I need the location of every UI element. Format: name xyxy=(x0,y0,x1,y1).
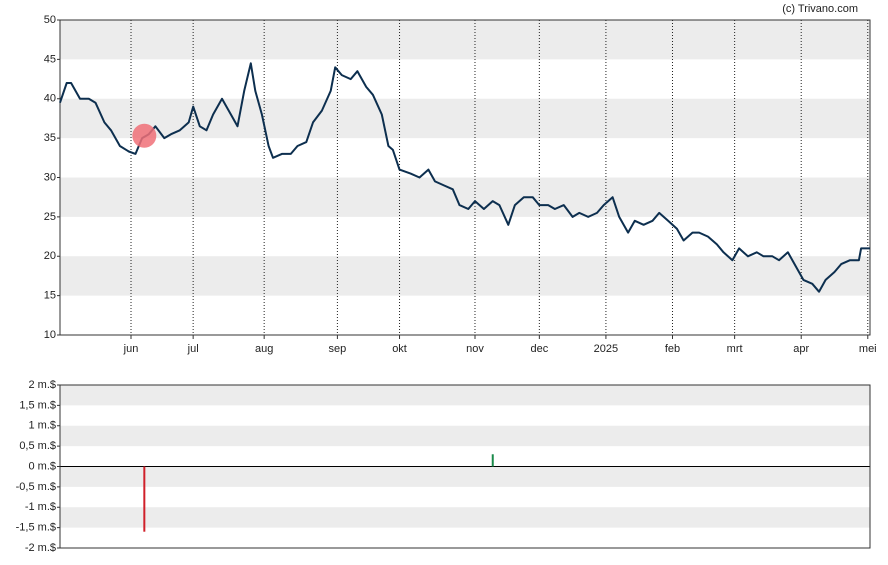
y-tick-label: 40 xyxy=(44,93,56,105)
grid-band xyxy=(60,20,870,60)
highlight-marker xyxy=(132,123,157,148)
plot-border xyxy=(59,19,871,336)
bar xyxy=(491,454,494,467)
x-tick-label: mei xyxy=(859,343,877,355)
x-tick-label: dec xyxy=(530,343,548,355)
y-tick-label: 30 xyxy=(44,171,56,183)
plot-border xyxy=(59,384,871,549)
x-tick-label: jun xyxy=(123,343,139,355)
x-tick-label: okt xyxy=(392,343,407,355)
grid-band xyxy=(60,256,870,296)
x-tick-label: apr xyxy=(793,343,809,355)
grid-band xyxy=(60,466,870,487)
y-tick-label: 10 xyxy=(44,329,56,341)
price-line xyxy=(59,62,870,293)
y-tick-label: 35 xyxy=(44,132,56,144)
y-tick-label: -0,5 m.$ xyxy=(16,481,56,493)
grid-band xyxy=(60,177,870,217)
x-tick-label: jul xyxy=(187,343,199,355)
y-tick-label: 0,5 m.$ xyxy=(19,440,56,452)
y-tick-label: 2 m.$ xyxy=(28,379,56,391)
source: (c) Trivano.com xyxy=(782,3,858,15)
x-tick-label: aug xyxy=(255,343,273,355)
y-tick-label: 50 xyxy=(44,14,56,26)
y-tick-label: 0 m.$ xyxy=(28,460,56,472)
y-tick-label: -1 m.$ xyxy=(25,501,56,513)
x-tick-label: nov xyxy=(466,343,484,355)
grid-band xyxy=(60,98,870,139)
y-tick-label: 15 xyxy=(44,290,56,302)
x-tick-label: feb xyxy=(665,343,680,355)
y-tick-label: 25 xyxy=(44,211,56,223)
grid-band xyxy=(60,385,870,406)
grid-band xyxy=(60,425,870,447)
x-tick-label: 2025 xyxy=(594,343,618,355)
y-tick-label: 1,5 m.$ xyxy=(19,399,56,411)
x-tick-label: sep xyxy=(329,343,347,355)
y-tick-label: 1 m.$ xyxy=(28,420,56,432)
y-tick-label: -2 m.$ xyxy=(25,542,56,554)
bar xyxy=(143,466,146,532)
y-tick-label: -1,5 m.$ xyxy=(16,522,56,534)
y-tick-label: 20 xyxy=(44,250,56,262)
grid-band xyxy=(60,507,870,528)
y-tick-label: 45 xyxy=(44,53,56,65)
x-tick-label: mrt xyxy=(727,343,743,355)
